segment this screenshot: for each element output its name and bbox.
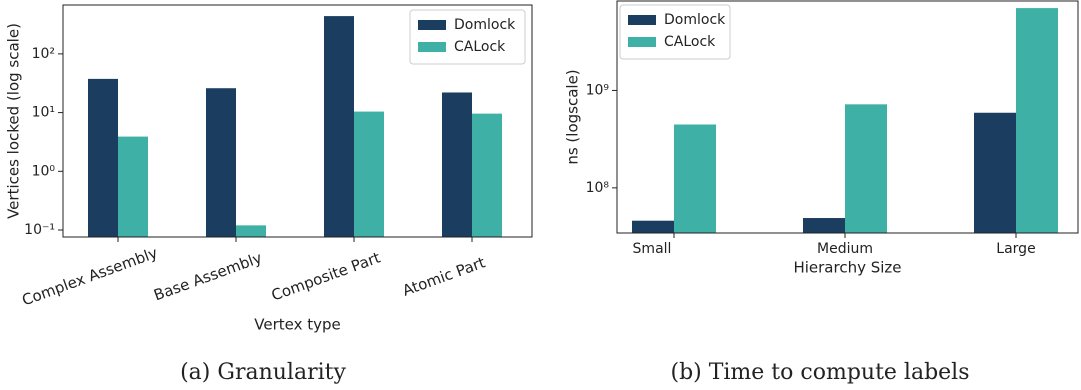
x-axis-label: Vertex type	[254, 316, 341, 334]
y-axis-label: Vertices locked (log scale)	[5, 23, 23, 219]
legend-label: CALock	[454, 39, 506, 55]
bar	[472, 113, 502, 237]
x-tick-label: Atomic Part	[400, 253, 488, 300]
bar	[324, 16, 354, 237]
bar	[88, 78, 118, 237]
y-tick-label: 10⁹	[586, 82, 610, 98]
y-axis-label: ns (logscale)	[564, 69, 582, 164]
y-tick-label: 10⁸	[586, 180, 610, 196]
legend-label: CALock	[664, 34, 716, 50]
bar	[354, 111, 384, 237]
bar	[845, 104, 887, 233]
y-tick-label: 10²	[32, 46, 55, 62]
y-tick-label: 10¹	[32, 105, 55, 121]
x-tick-label: Large	[996, 241, 1035, 257]
bar	[803, 218, 845, 233]
x-tick-label: Composite Part	[269, 248, 383, 304]
plot-frame	[62, 4, 533, 238]
caption: (b) Time to compute labels	[670, 360, 969, 385]
legend-label: Domlock	[454, 17, 516, 33]
bar	[974, 112, 1016, 233]
legend-swatch	[418, 20, 446, 30]
x-tick-label: Complex Assembly	[20, 244, 161, 310]
bar	[236, 225, 266, 237]
bar	[442, 92, 472, 237]
legend-swatch	[418, 42, 446, 52]
legend-swatch	[628, 15, 656, 25]
y-tick-label: 10⁻¹	[24, 222, 55, 238]
bar	[1016, 8, 1058, 233]
bar	[118, 136, 148, 237]
x-tick-label: Small	[633, 241, 672, 257]
bar	[632, 220, 674, 233]
legend-swatch	[628, 37, 656, 47]
bar	[674, 124, 716, 233]
x-axis-label: Hierarchy Size	[793, 259, 901, 277]
x-tick-label: Medium	[817, 241, 873, 257]
plot-frame	[616, 0, 1079, 234]
x-tick-label: Base Assembly	[151, 249, 264, 305]
bar	[206, 88, 236, 237]
caption: (a) Granularity	[180, 360, 346, 385]
legend-label: Domlock	[664, 12, 726, 28]
y-tick-label: 10⁰	[32, 163, 56, 179]
